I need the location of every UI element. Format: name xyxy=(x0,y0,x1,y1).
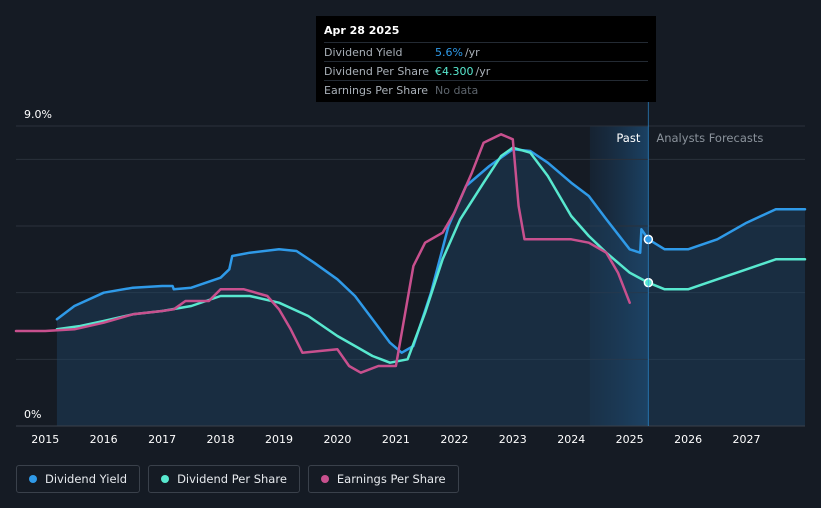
legend-item-dividend-yield[interactable]: Dividend Yield xyxy=(16,465,141,493)
tooltip-row-earnings-per-share: Earnings Per Share No data xyxy=(324,80,648,99)
x-tick-label: 2026 xyxy=(674,433,702,446)
x-tick-label: 2017 xyxy=(148,433,176,446)
tooltip-value: No data xyxy=(435,83,479,97)
legend-dot-icon xyxy=(320,475,329,483)
x-tick-label: 2021 xyxy=(382,433,410,446)
legend-item-earnings-per-share[interactable]: Earnings Per Share xyxy=(307,465,459,493)
x-tick-label: 2015 xyxy=(31,433,59,446)
tooltip-row-dividend-per-share: Dividend Per Share €4.300/yr xyxy=(324,61,648,80)
forecast-label: Analysts Forecasts xyxy=(656,131,763,145)
tooltip-value: €4.300 xyxy=(435,64,474,78)
series-area-dividend-yield xyxy=(56,149,805,427)
tooltip-unit: /yr xyxy=(464,45,480,59)
tooltip-date: Apr 28 2025 xyxy=(324,24,400,37)
x-tick-label: 2018 xyxy=(207,433,235,446)
x-tick-label: 2025 xyxy=(616,433,644,446)
legend-dot-icon xyxy=(161,475,170,483)
tooltip-label: Dividend Yield xyxy=(324,45,403,59)
tooltip-row-dividend-yield: Dividend Yield 5.6%/yr xyxy=(324,42,648,61)
x-tick-label: 2019 xyxy=(265,433,293,446)
series-line-earnings-per-share xyxy=(14,133,631,374)
tooltip-label: Earnings Per Share xyxy=(324,83,429,97)
legend-label: Dividend Per Share xyxy=(177,472,287,486)
legend-dot-icon xyxy=(29,475,37,483)
legend-item-dividend-per-share[interactable]: Dividend Per Share xyxy=(148,465,300,493)
tooltip-label: Dividend Per Share xyxy=(324,64,430,78)
x-tick-label: 2016 xyxy=(90,433,118,446)
tooltip-value: 5.6% xyxy=(435,45,463,59)
x-tick-label: 2020 xyxy=(323,433,351,446)
tooltip-unit: /yr xyxy=(475,64,491,78)
legend-label: Dividend Yield xyxy=(45,472,128,486)
legend-label: Earnings Per Share xyxy=(336,472,446,486)
y-tick-label: 0% xyxy=(24,408,41,421)
x-tick-label: 2024 xyxy=(557,433,585,446)
legend: Dividend Yield Dividend Per Share Earnin… xyxy=(16,465,459,493)
tooltip: Apr 28 2025 Dividend Yield 5.6%/yr Divid… xyxy=(316,16,656,102)
x-tick-label: 2027 xyxy=(733,433,761,446)
y-tick-label: 9.0% xyxy=(24,108,52,121)
past-label: Past xyxy=(616,131,640,145)
x-tick-label: 2023 xyxy=(499,433,527,446)
x-tick-label: 2022 xyxy=(440,433,468,446)
